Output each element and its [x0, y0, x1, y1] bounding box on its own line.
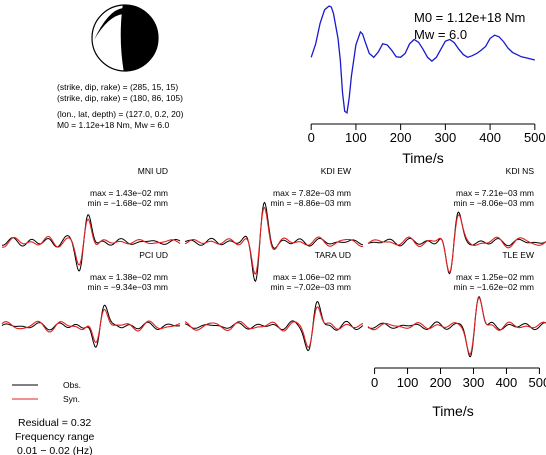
trace-tle-ew-obs [367, 296, 546, 358]
trace-mni-ud-obs [2, 214, 181, 272]
trace-title: TLE EW [502, 250, 534, 260]
trace-axis-tick-label: 200 [430, 375, 452, 390]
trace-min-label: min = −9.34e−03 mm [87, 282, 168, 292]
trace-min-label: min = −7.02e−03 mm [270, 282, 351, 292]
legend-obs-label: Obs. [63, 380, 81, 390]
trace-tara-ud-syn [184, 306, 364, 348]
focal-moment-text: M0 = 1.12e+18 Nm, Mw = 6.0 [57, 120, 169, 130]
trace-kdi-ns-syn [367, 214, 546, 274]
trace-max-label: max = 7.82e−03 mm [273, 188, 351, 198]
stf-tick-label: 200 [390, 130, 412, 145]
trace-mni-ud-syn [1, 218, 181, 266]
trace-axis-tick-label: 500 [529, 375, 546, 390]
trace-title: TARA UD [315, 250, 351, 260]
focal-mechanism-beachball [91, 4, 159, 72]
stf-mw-label: Mw = 6.0 [414, 27, 467, 42]
trace-min-label: min = −1.68e−02 mm [87, 198, 168, 208]
focal-plane2-text: (strike, dip, rake) = (180, 86, 105) [57, 93, 183, 103]
stf-plot: M0 = 1.12e+18 Nm Mw = 6.0 0 100 200 300 400 5… [308, 5, 546, 166]
focal-location-text: (lon., lat, depth) = (127.0, 0.2, 20) [57, 109, 184, 119]
legend: Obs. Syn. [12, 380, 81, 404]
stf-series-line [310, 5, 535, 115]
trace-max-label: max = 1.25e−02 mm [456, 272, 534, 282]
trace-min-label: min = −8.86e−03 mm [270, 198, 351, 208]
frequency-title: Frequency range [15, 431, 95, 443]
trace-max-label: max = 7.21e−03 mm [456, 188, 534, 198]
trace-max-label: max = 1.43e−02 mm [90, 188, 168, 198]
trace-axis-tick-label: 100 [397, 375, 419, 390]
trace-axis-tick-label: 0 [371, 375, 378, 390]
trace-title: KDI NS [506, 166, 535, 176]
trace-min-label: min = −8.06e−03 mm [453, 198, 534, 208]
trace-time-axis: 0 100 200 300 400 500 [371, 367, 546, 390]
stf-tick-label: 100 [345, 130, 367, 145]
trace-pci-ud-obs [1, 304, 181, 348]
trace-title: KDI EW [321, 166, 351, 176]
stf-tick-label: 300 [435, 130, 457, 145]
stf-tick-label: 400 [479, 130, 501, 145]
trace-max-label: max = 1.06e−02 mm [273, 272, 351, 282]
trace-tle-ew-syn [367, 297, 546, 355]
frequency-range: 0.01 − 0.02 (Hz) [17, 445, 93, 455]
trace-axis-tick-label: 300 [463, 375, 485, 390]
trace-min-label: min = −1.62e−02 mm [453, 282, 534, 292]
trace-max-label: max = 1.38e−02 mm [90, 272, 168, 282]
stf-x-axis-label: Time/s [402, 150, 443, 166]
focal-plane1-text: (strike, dip, rake) = (285, 15, 15) [57, 82, 178, 92]
trace-title: MNI UD [138, 166, 168, 176]
trace-pci-ud-syn [1, 308, 181, 343]
trace-axis-tick-label: 400 [496, 375, 518, 390]
trace-title: PCI UD [139, 250, 168, 260]
stf-tick-label: 500 [524, 130, 546, 145]
residual-text: Residual = 0.32 [18, 417, 91, 429]
trace-time-axis-label: Time/s [432, 403, 473, 419]
stf-x-axis: 0 100 200 300 400 500 [308, 123, 546, 145]
trace-tara-ud-obs [184, 301, 364, 352]
stf-tick-label: 0 [308, 130, 315, 145]
trace-kdi-ew-obs [184, 201, 364, 282]
trace-kdi-ew-syn [184, 206, 364, 275]
legend-syn-label: Syn. [63, 394, 80, 404]
stf-m0-label: M0 = 1.12e+18 Nm [414, 10, 525, 25]
